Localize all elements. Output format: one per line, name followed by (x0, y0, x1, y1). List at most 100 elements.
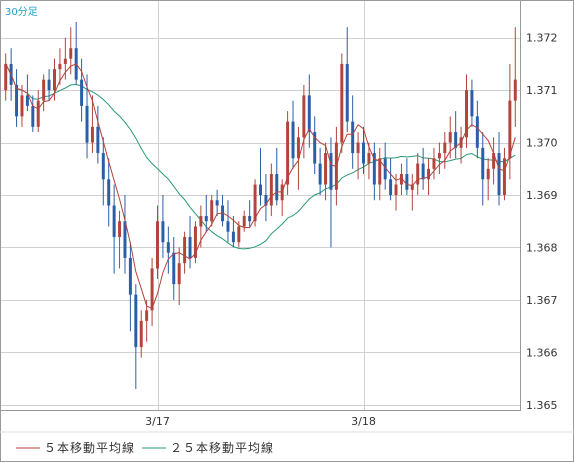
candle-body (161, 221, 165, 243)
candle-body (42, 79, 46, 101)
x-tick-label: 3/18 (351, 415, 376, 428)
y-tick-label: 1.369 (526, 189, 558, 202)
y-tick-label: 1.370 (526, 137, 558, 150)
y-tick-label: 1.372 (526, 32, 558, 45)
candle-body (90, 126, 94, 143)
candle-body (36, 100, 40, 127)
candle-body (383, 158, 387, 180)
candle-body (275, 174, 279, 201)
candle-body (470, 90, 474, 117)
candle-body (318, 163, 322, 185)
y-tick-label: 1.371 (526, 84, 558, 97)
candle-body (226, 221, 230, 232)
candle-body (231, 231, 235, 243)
candle-body (421, 163, 425, 180)
candle-body (85, 105, 89, 143)
candle-body (123, 221, 127, 258)
candle-body (20, 95, 24, 117)
candle-body (80, 79, 84, 106)
candle-body (215, 200, 219, 206)
candle-body (25, 95, 29, 106)
candle-body (481, 147, 485, 180)
candle-body (15, 84, 19, 117)
candle-body (188, 236, 192, 258)
y-tick-label: 1.367 (526, 294, 558, 307)
candle-body (307, 95, 311, 133)
candle-body (259, 184, 262, 196)
candle-body (242, 215, 246, 227)
candle-body (497, 153, 501, 196)
candle-body (399, 174, 403, 185)
candle-body (47, 79, 51, 91)
candle-body (166, 242, 170, 253)
legend: ５本移動平均線 ２５本移動平均線 (16, 440, 274, 455)
candle-body (492, 153, 496, 169)
candle-body (405, 174, 409, 190)
candle-body (156, 221, 159, 269)
candle-body (101, 153, 105, 180)
candle-body (118, 221, 122, 237)
candle-body (107, 179, 111, 206)
y-axis-labels: 1.365 1.366 1.367 1.368 1.369 1.370 1.371 1.372 (526, 32, 558, 412)
plot-frame (0, 0, 521, 411)
candle-body (96, 126, 100, 154)
legend-ma25-label: ２５本移動平均線 (170, 440, 274, 455)
candle-body (139, 320, 143, 348)
candle-body (248, 215, 252, 222)
candle-body (410, 184, 414, 190)
candle-body (465, 90, 468, 138)
candle-body (69, 48, 73, 59)
candle-body (4, 63, 8, 91)
candle-body (345, 63, 349, 122)
candle-body (502, 158, 506, 196)
candle-body (340, 63, 344, 143)
candle-body (150, 268, 154, 311)
candle-body (199, 215, 203, 227)
candle-body (53, 69, 56, 91)
candle-body (291, 121, 295, 159)
candle-body (145, 310, 149, 321)
candle-body (58, 63, 62, 70)
ma25-layer (5, 63, 516, 250)
candle-body (475, 116, 479, 148)
candle-body (443, 142, 447, 154)
candle-body (177, 263, 181, 285)
candle-body (351, 121, 355, 154)
y-tick-label: 1.368 (526, 241, 558, 254)
candle-body (508, 100, 512, 159)
x-tick-label: 3/17 (145, 415, 170, 428)
y-tick-label: 1.365 (526, 399, 558, 412)
candle-body (324, 153, 328, 185)
candle-body (356, 142, 360, 154)
x-axis-labels: 3/17 3/18 (145, 415, 376, 428)
candle-body (394, 184, 398, 196)
candle-body (253, 184, 257, 222)
ma5-line (5, 63, 516, 309)
candle-body (63, 58, 67, 64)
candle-body (221, 205, 225, 222)
candle-body (313, 132, 317, 164)
candle-body (362, 142, 365, 164)
candle-body (237, 226, 241, 243)
candle-body (128, 257, 132, 295)
candle-body (372, 153, 376, 185)
ma5-layer (5, 63, 516, 309)
candle-body (454, 132, 458, 148)
candle-body (134, 294, 138, 348)
candle-body (210, 200, 214, 222)
candle-body (389, 179, 393, 196)
candle-body (204, 215, 208, 222)
candle-body (183, 236, 187, 264)
candle-body (416, 163, 420, 185)
candle-body (269, 174, 273, 206)
candle-body (302, 95, 306, 138)
candle-body (486, 168, 490, 180)
candle-body (31, 105, 35, 127)
candle-body (112, 205, 116, 237)
candle-body (513, 79, 517, 101)
legend-ma5-label: ５本移動平均線 (44, 440, 135, 455)
candle-body (329, 153, 333, 190)
